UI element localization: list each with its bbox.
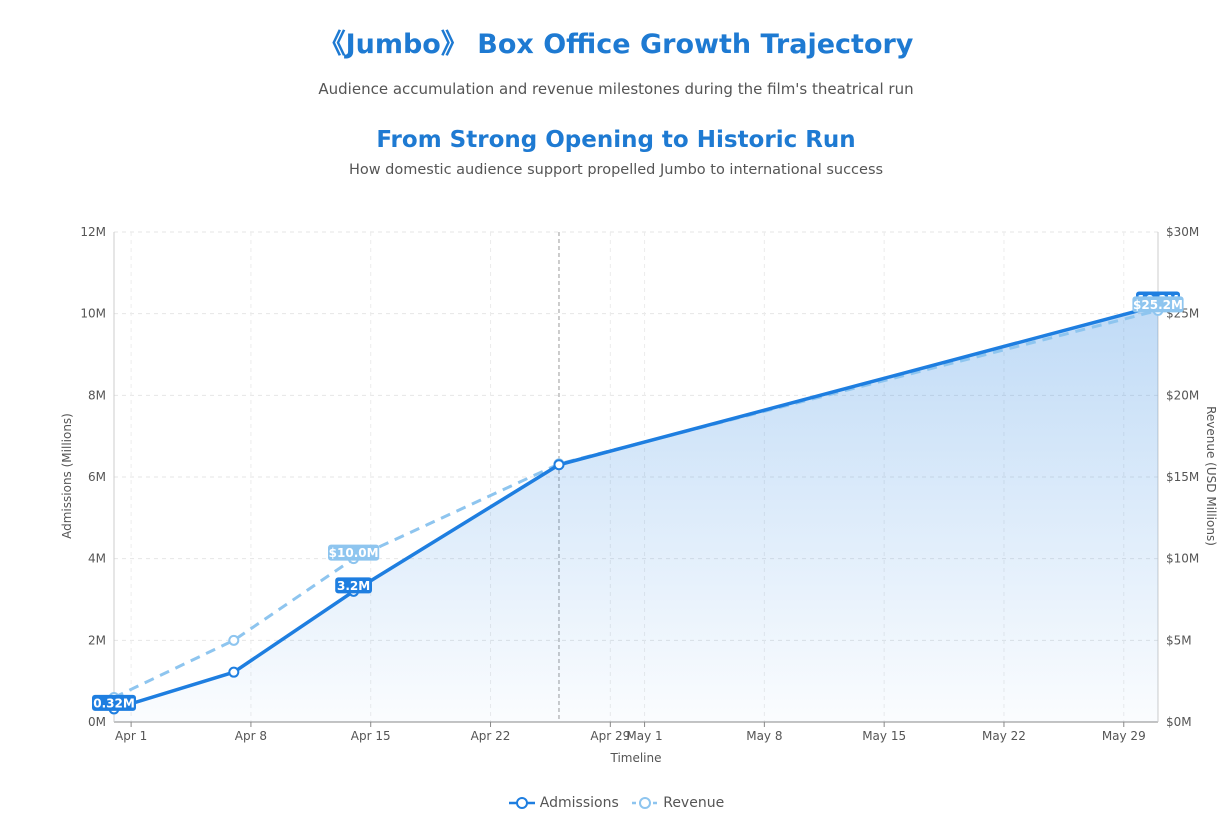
y-tick-label: 12M: [80, 225, 106, 239]
series: [108, 300, 1164, 722]
revenue-data-label-text: $10.0M: [329, 546, 379, 560]
admissions-data-label-text: 3.2M: [337, 579, 370, 593]
chart-title: From Strong Opening to Historic Run: [376, 127, 856, 153]
y2-tick-label: $0M: [1166, 715, 1192, 729]
y-tick-label: 0M: [88, 715, 106, 729]
y-axis-title: Admissions (Millions): [60, 413, 74, 539]
admissions-data-label-text: 0.32M: [93, 696, 135, 710]
x-tick-label: May 1: [626, 729, 662, 743]
x-tick-label: Apr 8: [235, 729, 267, 743]
admissions-point[interactable]: [553, 459, 565, 471]
admissions-legend-marker-icon: [508, 797, 535, 809]
revenue-data-label: $25.2M: [1132, 296, 1184, 313]
revenue-point[interactable]: [228, 634, 240, 646]
x-tick-label: Apr 29: [590, 729, 630, 743]
admissions-data-label-bg: [335, 577, 373, 594]
axes: 0M2M4M6M8M10M12M$0M$5M$10M$15M$20M$25M$3…: [80, 225, 1199, 743]
page-title: 《Jumbo》 Box Office Growth Trajectory: [318, 29, 914, 60]
admissions-point[interactable]: [228, 666, 240, 678]
x-axis-title: Timeline: [609, 751, 661, 765]
admissions-data-label: 3.2M: [335, 577, 373, 594]
y2-tick-label: $10M: [1166, 552, 1199, 566]
revenue-data-label-bg: [1132, 296, 1184, 313]
x-tick-label: Apr 22: [471, 729, 511, 743]
legend-item-admissions[interactable]: Admissions: [508, 795, 619, 811]
y-tick-label: 8M: [88, 388, 106, 402]
x-tick-label: May 8: [746, 729, 782, 743]
x-tick-label: Apr 1: [115, 729, 147, 743]
x-tick-label: May 22: [982, 729, 1026, 743]
y-tick-label: 6M: [88, 470, 106, 484]
revenue-data-label-text: $25.2M: [1133, 298, 1183, 312]
admissions-data-label: 0.32M: [92, 694, 136, 711]
admissions-area: [114, 305, 1158, 722]
x-tick-label: May 29: [1102, 729, 1146, 743]
chart-legend: Admissions Revenue: [0, 795, 1232, 814]
y-tick-label: 4M: [88, 552, 106, 566]
y2-tick-label: $15M: [1166, 470, 1199, 484]
chart-subtitle: How domestic audience support propelled …: [348, 162, 884, 178]
y2-tick-label: $30M: [1166, 225, 1199, 239]
revenue-data-label: $10.0M: [328, 544, 380, 561]
admissions-data-label-bg: [92, 694, 136, 711]
y2-axis-title: Revenue (USD Millions): [1204, 406, 1218, 546]
legend-item-revenue[interactable]: Revenue: [631, 795, 724, 811]
legend-label-revenue: Revenue: [663, 795, 725, 811]
page-subtitle: Audience accumulation and revenue milest…: [318, 80, 914, 98]
y-tick-label: 2M: [88, 633, 106, 647]
y2-tick-label: $5M: [1166, 633, 1192, 647]
y2-tick-label: $20M: [1166, 388, 1199, 402]
revenue-data-label-bg: [328, 544, 380, 561]
revenue-legend-marker-icon: [632, 797, 659, 809]
x-tick-label: Apr 15: [351, 729, 391, 743]
x-tick-label: May 15: [862, 729, 906, 743]
legend-label-admissions: Admissions: [539, 795, 619, 811]
y-tick-label: 10M: [80, 307, 106, 321]
